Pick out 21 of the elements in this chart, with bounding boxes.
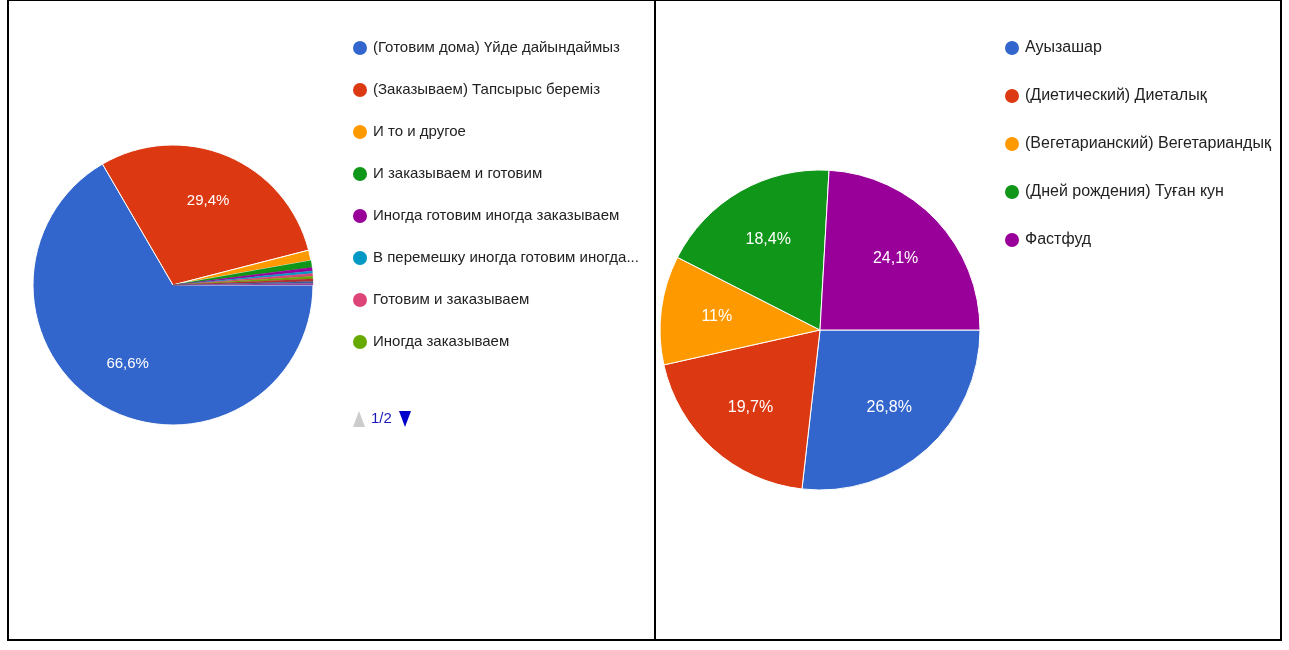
data-label: 24,1% bbox=[872, 248, 919, 266]
legend-label: Иногда заказываем bbox=[373, 331, 510, 349]
legend-label: Фастфуд bbox=[1025, 230, 1092, 248]
legend-label: Ауызашар bbox=[1025, 38, 1102, 56]
data-label: 19,7% bbox=[727, 397, 774, 415]
data-label: 18,4% bbox=[745, 230, 791, 248]
legend-label: (Дней рождения) Туған кун bbox=[1025, 182, 1224, 200]
legend-label: Иногда готовим иногда заказываем bbox=[373, 205, 620, 223]
legend-label: В перемешку иногда готовим иногда... bbox=[373, 247, 639, 265]
data-label: 26,8% bbox=[866, 397, 912, 415]
legend-label: (Заказываем) Тапсырыс береміз bbox=[373, 79, 601, 97]
legend-label: И то и другое bbox=[373, 121, 466, 139]
text: 1/2 bbox=[371, 408, 392, 426]
legend-label: (Вегетарианский) Вегетариандық bbox=[1025, 134, 1272, 152]
legend-label: И заказываем и готовим bbox=[373, 163, 543, 181]
data-label: 11% bbox=[701, 307, 733, 325]
data-label: 66,6% bbox=[106, 353, 149, 371]
legend-label: Готовим и заказываем bbox=[373, 289, 530, 307]
legend-label: (Диетический) Диеталық bbox=[1025, 86, 1208, 104]
legend-label: (Готовим дома) Үйде дайындаймыз bbox=[373, 37, 620, 55]
data-label: 29,4% bbox=[186, 191, 230, 209]
